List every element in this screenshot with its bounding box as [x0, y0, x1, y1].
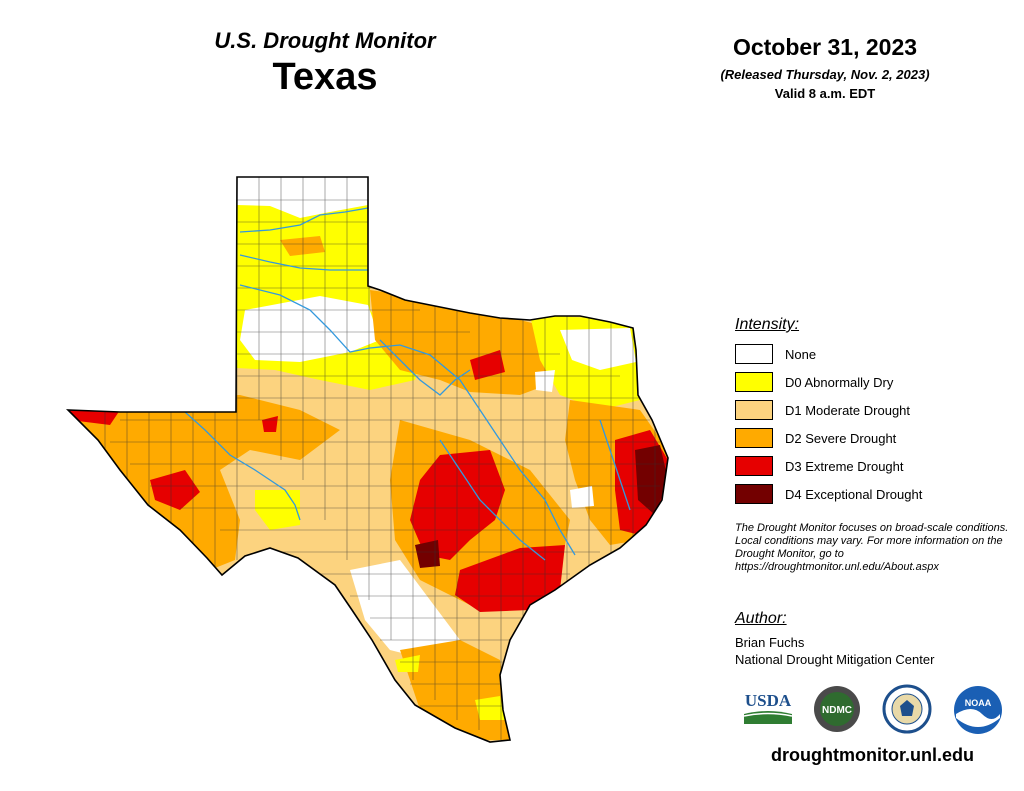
- author-org: National Drought Mitigation Center: [735, 652, 935, 667]
- title-block: U.S. Drought Monitor Texas: [150, 28, 500, 99]
- legend-swatch-none: [735, 344, 773, 364]
- legend-item-none: None: [735, 340, 1015, 368]
- release-date: (Released Thursday, Nov. 2, 2023): [720, 67, 930, 82]
- legend-item-d3: D3 Extreme Drought: [735, 452, 1015, 480]
- west-d0-spot: [255, 490, 300, 530]
- monitor-title: U.S. Drought Monitor: [214, 28, 436, 53]
- legend-label-d2: D2 Severe Drought: [785, 430, 897, 446]
- east-d4-area: [635, 445, 668, 515]
- website-link[interactable]: droughtmonitor.unl.edu: [771, 745, 974, 765]
- texas-outline: [65, 176, 669, 743]
- county-lines: [104, 177, 668, 740]
- legend-swatch-d1: [735, 400, 773, 420]
- author-heading: Author:: [735, 610, 787, 627]
- ndmc-logo-text: NDMC: [822, 705, 852, 716]
- legend-swatch-d0: [735, 372, 773, 392]
- legend-item-d1: D1 Moderate Drought: [735, 396, 1015, 424]
- central-d4-spot: [415, 540, 440, 568]
- colorado-river-line: [439, 439, 546, 561]
- west-d2-area: [68, 395, 340, 570]
- northeast-none-area: [560, 328, 636, 370]
- texas-drought-map: [65, 176, 669, 743]
- legend-swatch-d4: [735, 484, 773, 504]
- rivers: [184, 207, 631, 561]
- coastal-d3-area: [455, 545, 565, 612]
- valid-time: Valid 8 a.m. EDT: [774, 86, 876, 101]
- south-d0-spot: [395, 655, 420, 672]
- legend-swatch-d2: [735, 428, 773, 448]
- central-panhandle-none-area: [240, 296, 380, 362]
- noaa-logo: NOAA: [954, 686, 1002, 734]
- drought-areas: [68, 177, 668, 742]
- disclaimer-note: The Drought Monitor focuses on broad-sca…: [735, 522, 1009, 573]
- brazos-river-line: [239, 284, 576, 556]
- trinity-river-line: [379, 339, 471, 396]
- noaa-logo-text: NOAA: [965, 698, 992, 708]
- east-none-spot: [570, 486, 594, 508]
- author-name: Brian Fuchs: [735, 635, 805, 650]
- legend-swatch-d3: [735, 456, 773, 476]
- legend-label-d4: D4 Exceptional Drought: [785, 486, 923, 502]
- red-river-fork-line: [239, 254, 368, 271]
- el-paso-d3-area: [68, 405, 120, 425]
- legend-item-d0: D0 Abnormally Dry: [735, 368, 1015, 396]
- central-d3-area: [410, 450, 505, 560]
- partner-logos: USDA NDMC NOAA: [740, 684, 1015, 740]
- panhandle-d2-spot: [280, 236, 325, 256]
- canadian-river-line: [239, 207, 369, 233]
- legend: Intensity: None D0 Abnormally Dry D1 Mod…: [735, 316, 1015, 508]
- legend-label-d0: D0 Abnormally Dry: [785, 374, 894, 390]
- state-title: Texas: [272, 56, 378, 98]
- date-block: October 31, 2023 (Released Thursday, Nov…: [660, 34, 990, 101]
- north-panhandle-none-area: [237, 177, 368, 218]
- usda-logo-text: USDA: [745, 691, 792, 710]
- south-none-area: [350, 560, 460, 660]
- legend-label-d3: D3 Extreme Drought: [785, 458, 904, 474]
- map-date: October 31, 2023: [732, 34, 918, 60]
- sabine-river-line: [599, 419, 631, 511]
- big-bend-d3-area: [150, 470, 200, 510]
- county-grid-columns: [104, 177, 656, 740]
- legend-item-d4: D4 Exceptional Drought: [735, 480, 1015, 508]
- ndmc-logo: NDMC: [814, 686, 860, 732]
- usda-logo: USDA: [743, 691, 793, 724]
- legend-heading: Intensity:: [735, 316, 800, 333]
- legend-item-d2: D2 Severe Drought: [735, 424, 1015, 452]
- doc-seal-logo: [882, 684, 932, 734]
- legend-label-none: None: [785, 346, 817, 362]
- legend-label-d1: D1 Moderate Drought: [785, 402, 911, 418]
- author-block: Author: Brian Fuchs National Drought Mit…: [735, 610, 1015, 668]
- valley-d0-spot: [475, 696, 505, 720]
- pecos-river-line: [184, 411, 301, 521]
- north-central-d2-area: [370, 290, 560, 395]
